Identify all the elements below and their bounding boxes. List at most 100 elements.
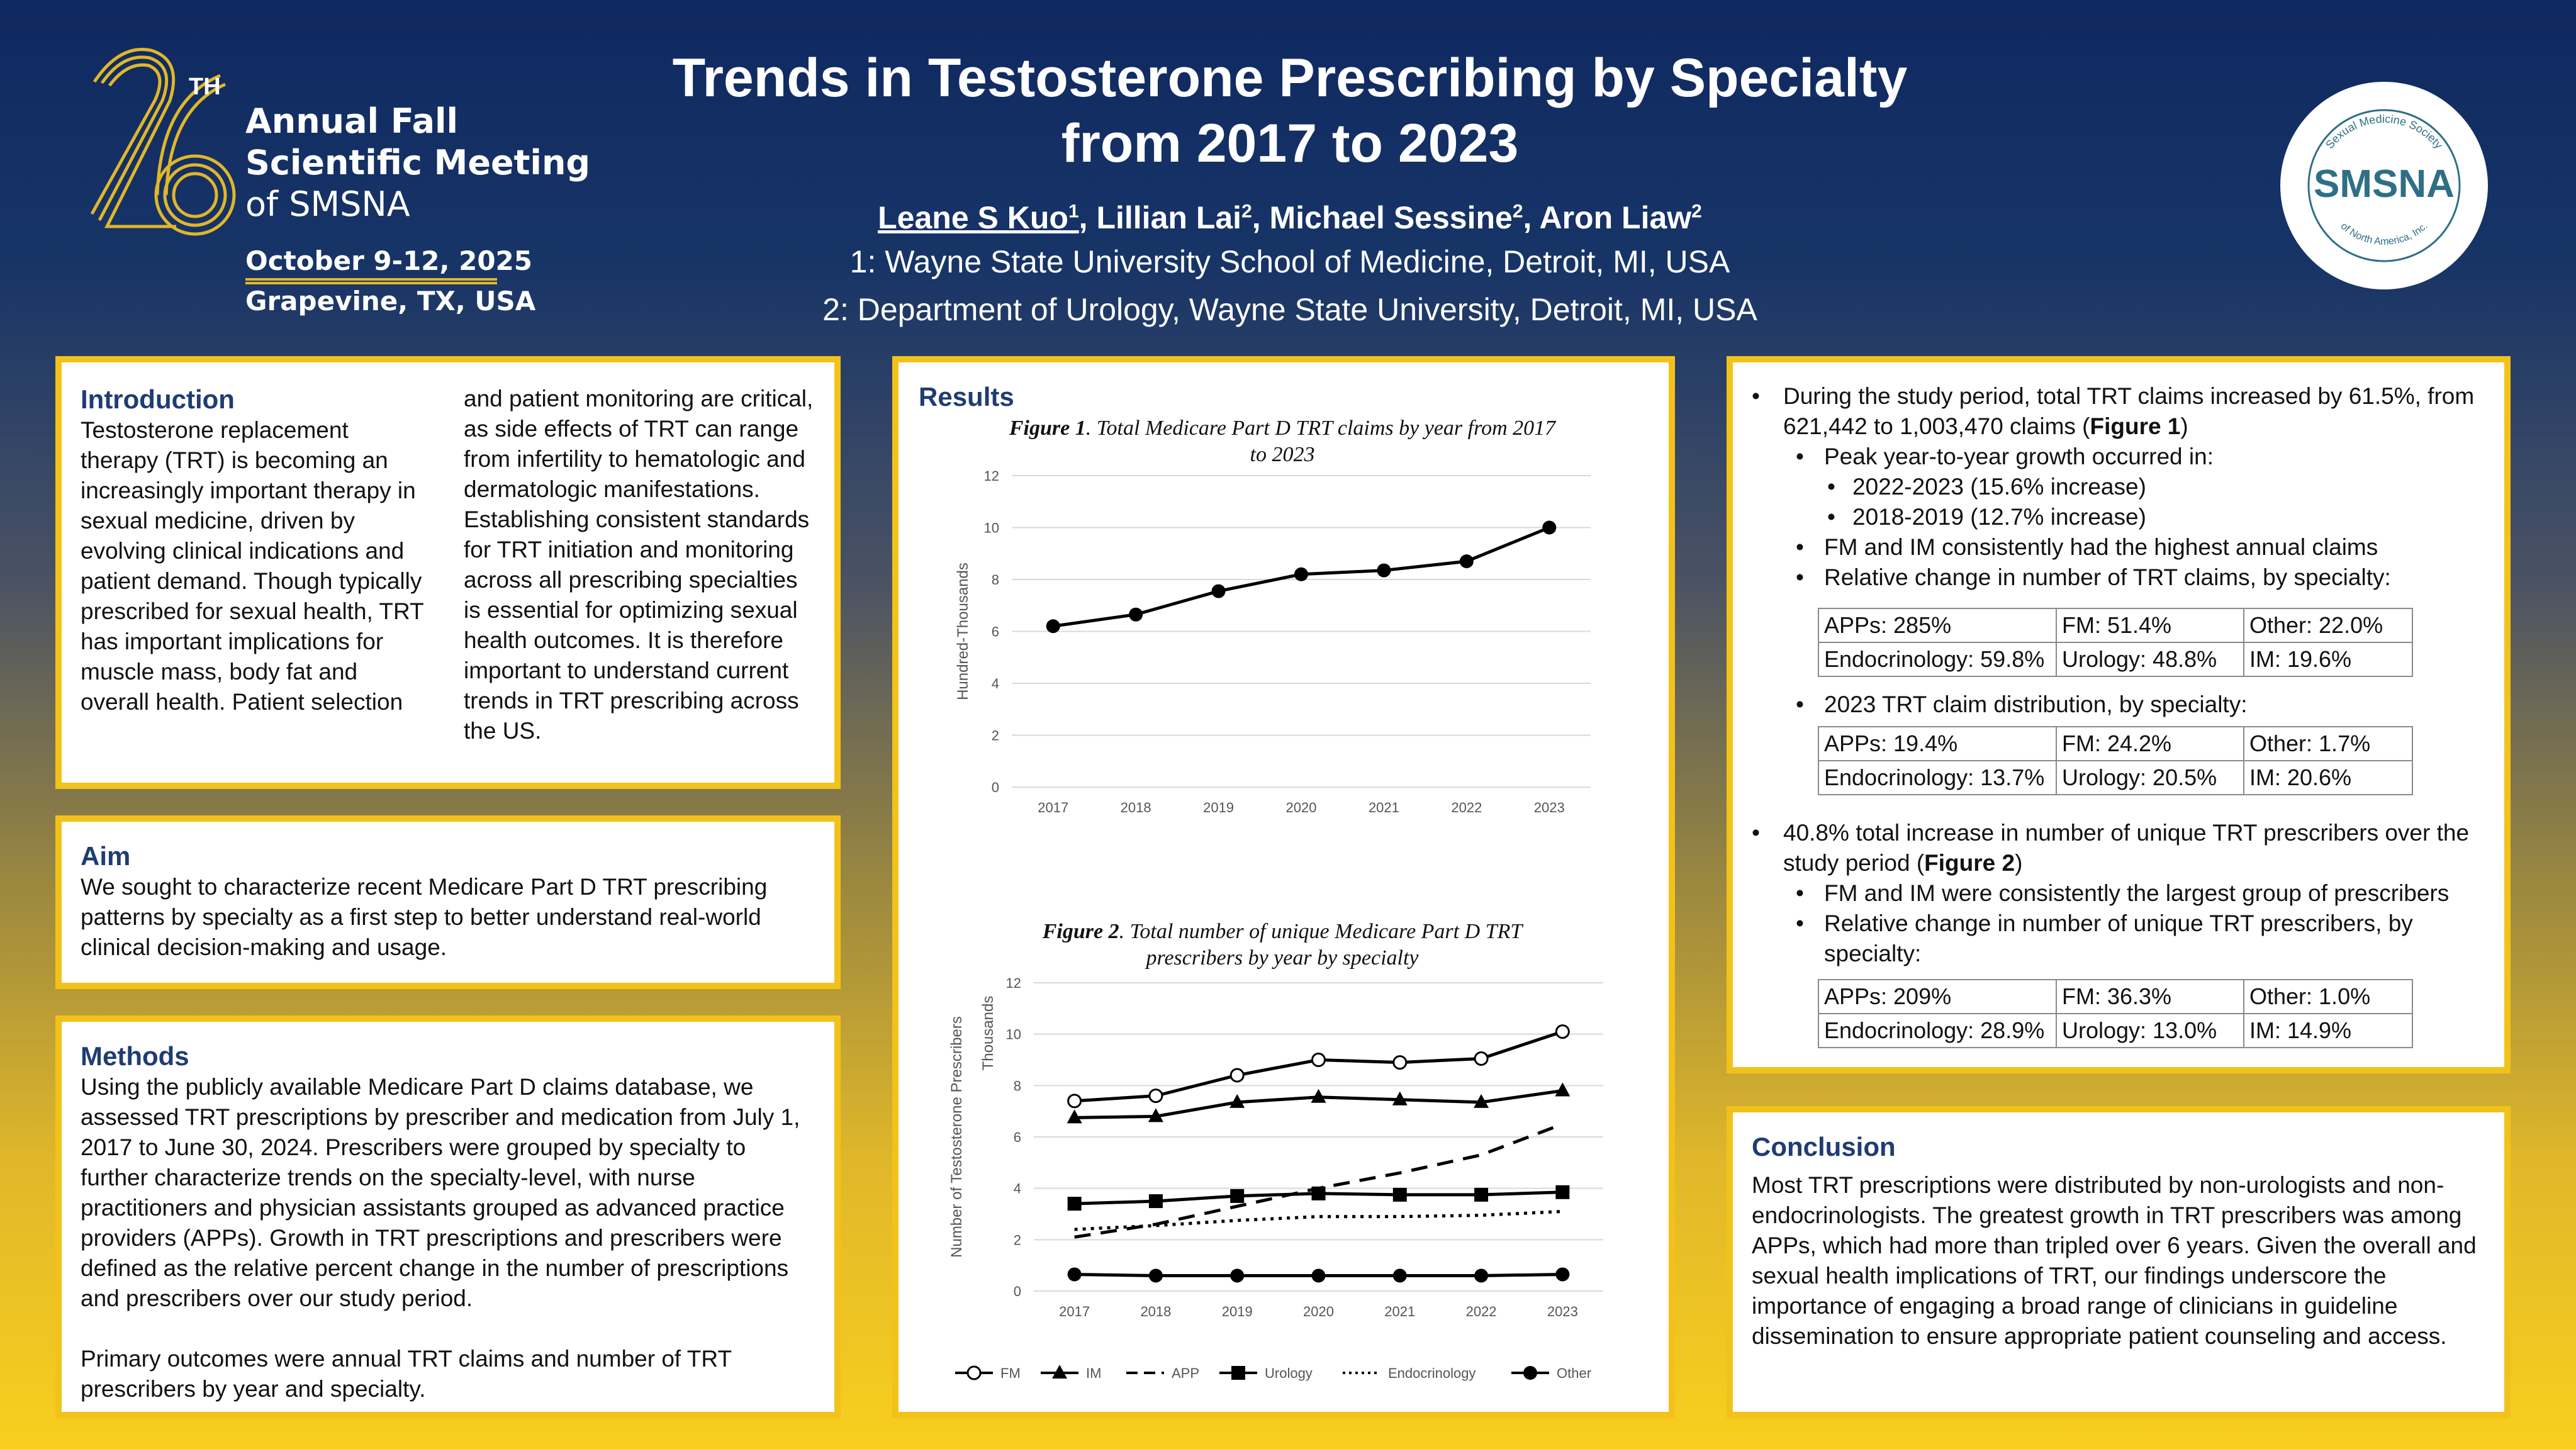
table-row: APPs: 285% FM: 51.4% Other: 22.0% [1818,608,2413,643]
title-line-1: Trends in Testosterone Prescribing by Sp… [672,48,1908,108]
x-tick-label: 2022 [1451,800,1482,815]
legend-marker [966,1365,982,1380]
data-point [1294,567,1308,581]
meeting-line-1: Annual Fall [245,101,459,141]
series-line-endocrinology [1074,1209,1563,1231]
data-point [1377,563,1391,578]
conclusion-text: Most TRT prescriptions were distributed … [1752,1172,2477,1349]
x-tick-label: 2022 [1466,1304,1497,1319]
meeting-info: Annual Fall Scientific Meeting of SMSNA … [245,101,590,317]
y-tick-label: 12 [984,468,999,484]
data-point [1229,1068,1245,1083]
meeting-line-2: Scientific Meeting [245,143,591,182]
data-point [1067,1197,1082,1211]
y-tick-label: 8 [1014,1078,1021,1094]
author-1: Leane S Kuo1 [878,199,1079,235]
data-point [1148,1088,1163,1104]
methods-text-2: Primary outcomes were annual TRT claims … [81,1346,732,1402]
legend-marker [1523,1366,1537,1380]
legend-entry: FM [1000,1365,1021,1381]
svg-text:Sexual Medicine Society: Sexual Medicine Society [2323,113,2445,151]
data-point [1148,1268,1163,1283]
smsna-logo: Sexual Medicine Society of North America… [2280,82,2488,289]
legend-entry: Other [1557,1365,1591,1381]
data-point [1311,1268,1326,1283]
x-tick-label: 2017 [1059,1304,1090,1319]
y-tick-label: 6 [992,624,999,640]
aim-panel: Aim We sought to characterize recent Med… [55,815,841,989]
finding-sub-4: • 2023 TRT claim distribution, by special… [1796,691,2248,717]
y-tick-label: 2 [1014,1232,1021,1248]
data-point [1392,1187,1407,1202]
finding-sub-1: • Peak year-to-year growth occurred in: [1796,444,2214,469]
data-point [1046,619,1060,634]
data-point [1229,1094,1245,1108]
logo-superscript: TH [189,74,221,100]
meeting-location: Grapevine, TX, USA [245,286,536,316]
introduction-heading: Introduction [81,384,235,414]
poster-header: Trends in Testosterone Prescribing by Sp… [566,45,2013,333]
data-point [1474,1094,1489,1108]
y-tick-label: 10 [984,520,999,536]
y-tick-label: 8 [992,572,999,588]
author-list: Leane S Kuo1, Lillian Lai2, Michael Sess… [878,199,1702,235]
meeting-date: October 9-12, 2025 [245,245,532,276]
data-point [1474,1187,1489,1202]
figure-1-caption: Figure 1. Total Medicare Part D TRT clai… [1009,417,1556,466]
y-tick-label: 12 [1006,975,1021,991]
figure-2-caption: Figure 2. Total number of unique Medicar… [1042,920,1523,970]
data-point [1459,554,1474,569]
finding-sub-6: • Relative change in number of unique TRT… [1796,910,2413,966]
prescribers-change-table: APPs: 209% FM: 36.3% Other: 1.0% Endocrino… [1818,979,2413,1048]
title-line-2: from 2017 to 2023 [1061,113,1519,174]
figure-1-chart: 0 2 4 6 8 10 12 2017 2018 2019 2020 2021 2022 2023 Hun… [955,468,1591,815]
y-tick-label: 4 [992,676,999,691]
affiliation-1: 1: Wayne State University School of Medi… [849,243,1730,279]
data-point [1311,1088,1326,1103]
figure-2-chart: 0 2 4 6 8 10 12 2017 2018 2019 2020 2021 2022 2023 Num… [948,975,1603,1381]
finding-sub-1b: • 2018-2019 (12.7% increase) [1827,504,2146,530]
y-axis-label: Hundred-Thousands [955,562,972,700]
table-row: Endocrinology: 59.8% Urology: 48.8% IM: 19… [1818,642,2413,677]
methods-panel: Methods Using the publicly available Med… [55,1015,841,1418]
introduction-panel: Introduction Testosterone replacement th… [55,356,841,789]
data-point [1311,1053,1326,1067]
legend-entry: APP [1172,1365,1199,1381]
data-point [1474,1051,1489,1066]
x-tick-label: 2023 [1534,800,1565,815]
results-heading: Results [919,382,1014,411]
data-point [1555,1024,1570,1039]
affiliation-2: 2: Department of Urology, Wayne State Un… [822,291,1757,327]
data-point [1555,1267,1570,1282]
data-point [1555,1185,1570,1199]
x-tick-label: 2020 [1303,1304,1334,1319]
y-axis-label: Number of Testosterone Prescribers [948,1016,965,1258]
claims-change-table: APPs: 285% FM: 51.4% Other: 22.0% Endocrin… [1818,608,2413,677]
meeting-line-3: of SMSNA [245,184,410,224]
finding-bullet-1: • During the study period, total TRT clai… [1752,383,2475,439]
table-row: APPs: 209% FM: 36.3% Other: 1.0% [1818,979,2413,1014]
table-row: APPs: 19.4% FM: 24.2% Other: 1.7% [1818,726,2413,761]
data-point [1148,1108,1163,1122]
data-point [1392,1091,1408,1105]
finding-sub-5: • FM and IM were consistently the largest… [1796,880,2450,906]
data-point [1067,1267,1082,1282]
series-line-app [1074,1122,1564,1239]
aim-text: We sought to characterize recent Medicar… [81,874,768,960]
results-panel: Results Figure 1. Total Medicare Part D … [892,356,1675,1418]
author-4: Aron Liaw2 [1539,199,1702,235]
finding-sub-2: • FM and IM consistently had the highest … [1796,534,2378,560]
y-tick-label: 4 [1014,1181,1021,1197]
table-row: Endocrinology: 28.9% Urology: 13.0% IM: 14… [1818,1013,2413,1048]
legend-entry: IM [1086,1365,1101,1381]
data-point [1392,1268,1407,1283]
introduction-text: Testosterone replacement therapy (TRT) i… [81,386,814,744]
x-tick-label: 2020 [1286,800,1317,815]
meeting-26th-logo: TH [90,48,236,236]
x-tick-label: 2023 [1547,1304,1578,1319]
data-point [1230,1268,1245,1283]
conclusion-panel: Conclusion Most TRT prescriptions were d… [1727,1106,2511,1418]
svg-text:of North America, Inc.: of North America, Inc. [2339,221,2430,247]
data-point [1311,1186,1326,1200]
y-tick-label: 0 [992,780,999,795]
